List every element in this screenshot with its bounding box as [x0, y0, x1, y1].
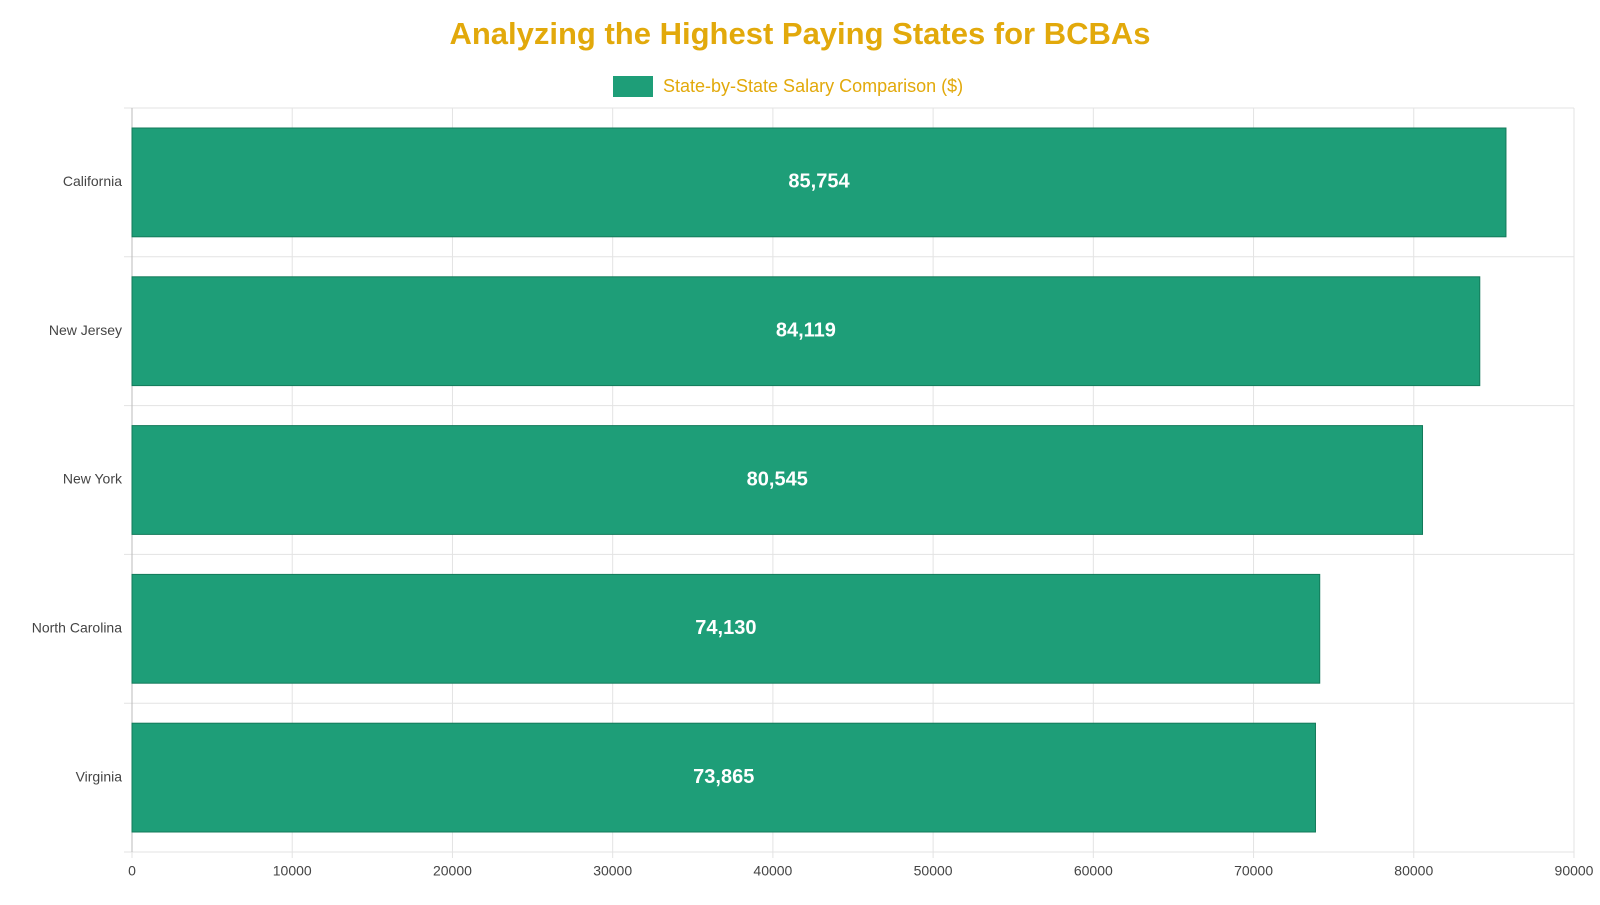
x-tick-label: 80000: [1394, 863, 1433, 879]
x-tick-label: 90000: [1555, 863, 1594, 879]
legend-label: State-by-State Salary Comparison ($): [663, 76, 963, 96]
y-tick-label: North Carolina: [32, 620, 122, 636]
x-tick-label: 20000: [433, 863, 472, 879]
value-label: 84,119: [776, 319, 836, 341]
y-tick-label: California: [63, 173, 122, 189]
legend-swatch: [613, 76, 653, 97]
chart-title: Analyzing the Highest Paying States for …: [449, 16, 1150, 51]
bar: [131, 573, 1321, 684]
bar: [131, 425, 1424, 535]
x-tick-label: 40000: [753, 863, 792, 879]
y-tick-label: New York: [63, 471, 123, 487]
x-tick-label: 30000: [593, 863, 632, 879]
bar: [131, 722, 1316, 833]
x-tick-label: 70000: [1234, 863, 1273, 879]
value-label: 74,130: [695, 617, 756, 639]
value-label: 80,545: [747, 468, 808, 490]
x-tick-label: 60000: [1074, 863, 1113, 879]
value-label: 73,865: [693, 766, 754, 788]
x-tick-label: 10000: [273, 863, 312, 879]
bar: [131, 276, 1481, 387]
x-tick-label: 50000: [914, 863, 953, 879]
y-tick-label: New Jersey: [49, 322, 122, 338]
x-tick-label: 0: [128, 863, 136, 879]
bar: [131, 127, 1507, 238]
value-label: 85,754: [788, 171, 850, 193]
y-tick-label: Virginia: [76, 768, 123, 784]
